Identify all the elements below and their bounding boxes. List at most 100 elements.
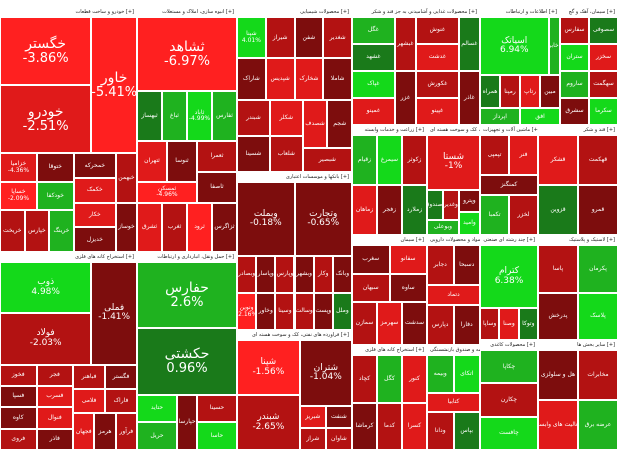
sector-header[interactable]: محصولات شیمیایی [+]: [237, 7, 352, 17]
tile-3-8[interactable]: غسالم: [458, 17, 480, 71]
tile-5-5[interactable]: سشرق: [560, 98, 589, 125]
tile-4-4[interactable]: اپرداز: [480, 108, 520, 125]
tile-0-11[interactable]: خکمک: [73, 178, 116, 203]
tile-7-2[interactable]: زکوثر: [402, 135, 427, 185]
tile-8-16[interactable]: هرمز: [94, 413, 116, 450]
tile-11-4[interactable]: سمازن: [352, 302, 377, 345]
tile-12-4[interactable]: کدما: [377, 402, 402, 450]
tile-12-1[interactable]: کگل: [377, 355, 402, 403]
tile-5-0[interactable]: سفارس: [560, 17, 589, 44]
tile-1-12[interactable]: ثرود: [187, 202, 212, 252]
sector-header[interactable]: محصولات غذایی و آشامیدنی به جز قند و شکر…: [352, 7, 480, 17]
tile-0-10[interactable]: خمحرکه: [73, 153, 116, 179]
sector-header[interactable]: محصولات کاغذی [+]: [480, 340, 538, 350]
tile-15-4[interactable]: لخزر: [509, 195, 538, 235]
tile-2-11[interactable]: شلعاب: [269, 135, 303, 172]
tile-8-7[interactable]: کاوه: [0, 407, 37, 429]
tile-4-2[interactable]: همراه: [480, 75, 500, 109]
tile-3-7[interactable]: غدشت: [416, 44, 459, 71]
tile-4-3[interactable]: رمپنا: [500, 75, 520, 109]
tile-10-6[interactable]: شاوان: [325, 428, 352, 450]
tile-20-1[interactable]: چکارن: [480, 383, 538, 417]
sector-header[interactable]: فراورده های نفتی، کک و سوخت هسته ای [+]: [237, 330, 352, 340]
tile-1-3[interactable]: ثاباد -4.99%: [187, 91, 212, 141]
tile-16-3[interactable]: قمرو: [578, 185, 618, 235]
tile-8-0[interactable]: ذوب 4.98%: [0, 262, 92, 314]
tile-4-6[interactable]: مبین: [540, 75, 560, 109]
tile-3-2[interactable]: غبشهر: [394, 17, 416, 71]
tile-21-1[interactable]: مخابرات: [578, 350, 618, 400]
tile-2-3[interactable]: شپدیس: [265, 58, 295, 100]
tile-7-4[interactable]: زفجر: [377, 185, 402, 235]
tile-14-1[interactable]: اتکای: [453, 355, 480, 393]
tile-14-3[interactable]: ودانا: [427, 412, 454, 450]
tile-9-4[interactable]: حپارسا: [177, 394, 197, 450]
tile-1-10[interactable]: ثشرق: [137, 202, 162, 252]
tile-1-2[interactable]: ثباغ: [162, 91, 187, 141]
tile-5-7[interactable]: سکرما: [589, 98, 618, 125]
tile-17-2[interactable]: وغدیر: [442, 189, 459, 220]
tile-6-5[interactable]: ونوین -2.16%: [237, 293, 257, 330]
tile-3-4[interactable]: غمینو: [352, 98, 395, 125]
tile-2-7[interactable]: شاملا: [323, 58, 352, 100]
tile-8-1[interactable]: فولاد -2.03%: [0, 313, 92, 365]
tile-19-0[interactable]: پاسا: [538, 245, 578, 293]
tile-18-3[interactable]: وتوکا: [518, 308, 538, 340]
tile-14-2[interactable]: کتابیا: [427, 393, 480, 412]
sector-header[interactable]: سیمان [+]: [352, 235, 427, 245]
tile-8-6[interactable]: فسرب: [36, 385, 74, 408]
tile-16-1[interactable]: قهکمت: [578, 135, 618, 185]
tile-19-1[interactable]: پکرمان: [578, 245, 618, 293]
tile-4-7[interactable]: افق: [520, 108, 560, 125]
sector-header[interactable]: اطلاعات و ارتباطات [+]: [480, 7, 560, 17]
tile-3-6[interactable]: غنوش: [416, 17, 459, 44]
tile-3-11[interactable]: غاذر: [458, 71, 480, 125]
tile-9-2[interactable]: حتاید: [137, 394, 177, 423]
tile-20-2[interactable]: چافست: [480, 416, 538, 450]
sector-header[interactable]: چند رشته ای صنعتی [+]: [480, 235, 538, 245]
tile-8-17[interactable]: فرآور: [115, 413, 137, 450]
tile-11-5[interactable]: سهرمز: [377, 302, 402, 345]
tile-2-9[interactable]: شکلر: [269, 99, 303, 136]
tile-19-2[interactable]: پدرخش: [538, 292, 578, 340]
tile-6-0[interactable]: وبملت -0.18%: [237, 182, 295, 256]
tile-1-0[interactable]: ثشاهد -6.97%: [137, 17, 237, 92]
tile-5-2[interactable]: سصوفی: [589, 17, 618, 44]
tile-11-0[interactable]: سغرب: [352, 245, 390, 274]
tile-0-5[interactable]: ختوقا: [36, 153, 74, 182]
tile-10-1[interactable]: شبندر -2.65%: [237, 395, 300, 450]
tile-8-11[interactable]: فباهنر: [73, 364, 106, 389]
tile-2-5[interactable]: شغدیر: [323, 17, 352, 59]
tile-1-11[interactable]: ثغرب: [162, 202, 187, 252]
tile-7-5[interactable]: زملارد: [402, 185, 427, 235]
tile-1-5[interactable]: ثتهران: [137, 140, 167, 182]
tile-6-8[interactable]: وبشهر: [294, 256, 314, 293]
tile-18-2[interactable]: وصنا: [499, 308, 519, 340]
tile-0-3[interactable]: خزامیا -4.36%: [0, 153, 37, 182]
tile-2-14[interactable]: شبصیر: [302, 147, 352, 172]
sector-header[interactable]: انبوه سازی، املاک و مستغلات [+]: [137, 7, 237, 17]
tile-6-2[interactable]: وبصادر: [237, 256, 257, 293]
tile-13-4[interactable]: دفارا: [453, 305, 480, 345]
sector-header[interactable]: ماشین آلات و تجهیزات [+]: [480, 125, 538, 135]
tile-8-15[interactable]: فجهان: [73, 413, 95, 450]
sector-header[interactable]: قند و شکر [+]: [538, 125, 618, 135]
tile-6-9[interactable]: وکار: [313, 256, 333, 293]
tile-4-1[interactable]: اخابر: [548, 17, 560, 76]
tile-10-2[interactable]: شتران -1.04%: [299, 340, 352, 406]
tile-12-2[interactable]: کنور: [402, 355, 427, 403]
tile-0-12[interactable]: خبهمن: [115, 153, 137, 203]
tile-18-0[interactable]: کترام 6.38%: [480, 245, 538, 309]
tile-2-0[interactable]: شپنا 4.01%: [237, 17, 266, 59]
tile-0-2[interactable]: خاور -5.41%: [91, 17, 137, 154]
tile-11-6[interactable]: سدشت: [402, 302, 427, 345]
tile-3-5[interactable]: غزر: [394, 71, 416, 125]
tile-2-1[interactable]: شیراز: [265, 17, 295, 59]
tile-8-5[interactable]: فجر: [36, 364, 74, 386]
tile-4-5[interactable]: رتاپ: [520, 75, 540, 109]
tile-8-9[interactable]: فنوال: [36, 407, 74, 429]
tile-13-1[interactable]: دسبحا: [453, 245, 480, 285]
tile-14-4[interactable]: بپاس: [453, 412, 480, 450]
tile-6-6[interactable]: وخاور: [256, 293, 276, 330]
